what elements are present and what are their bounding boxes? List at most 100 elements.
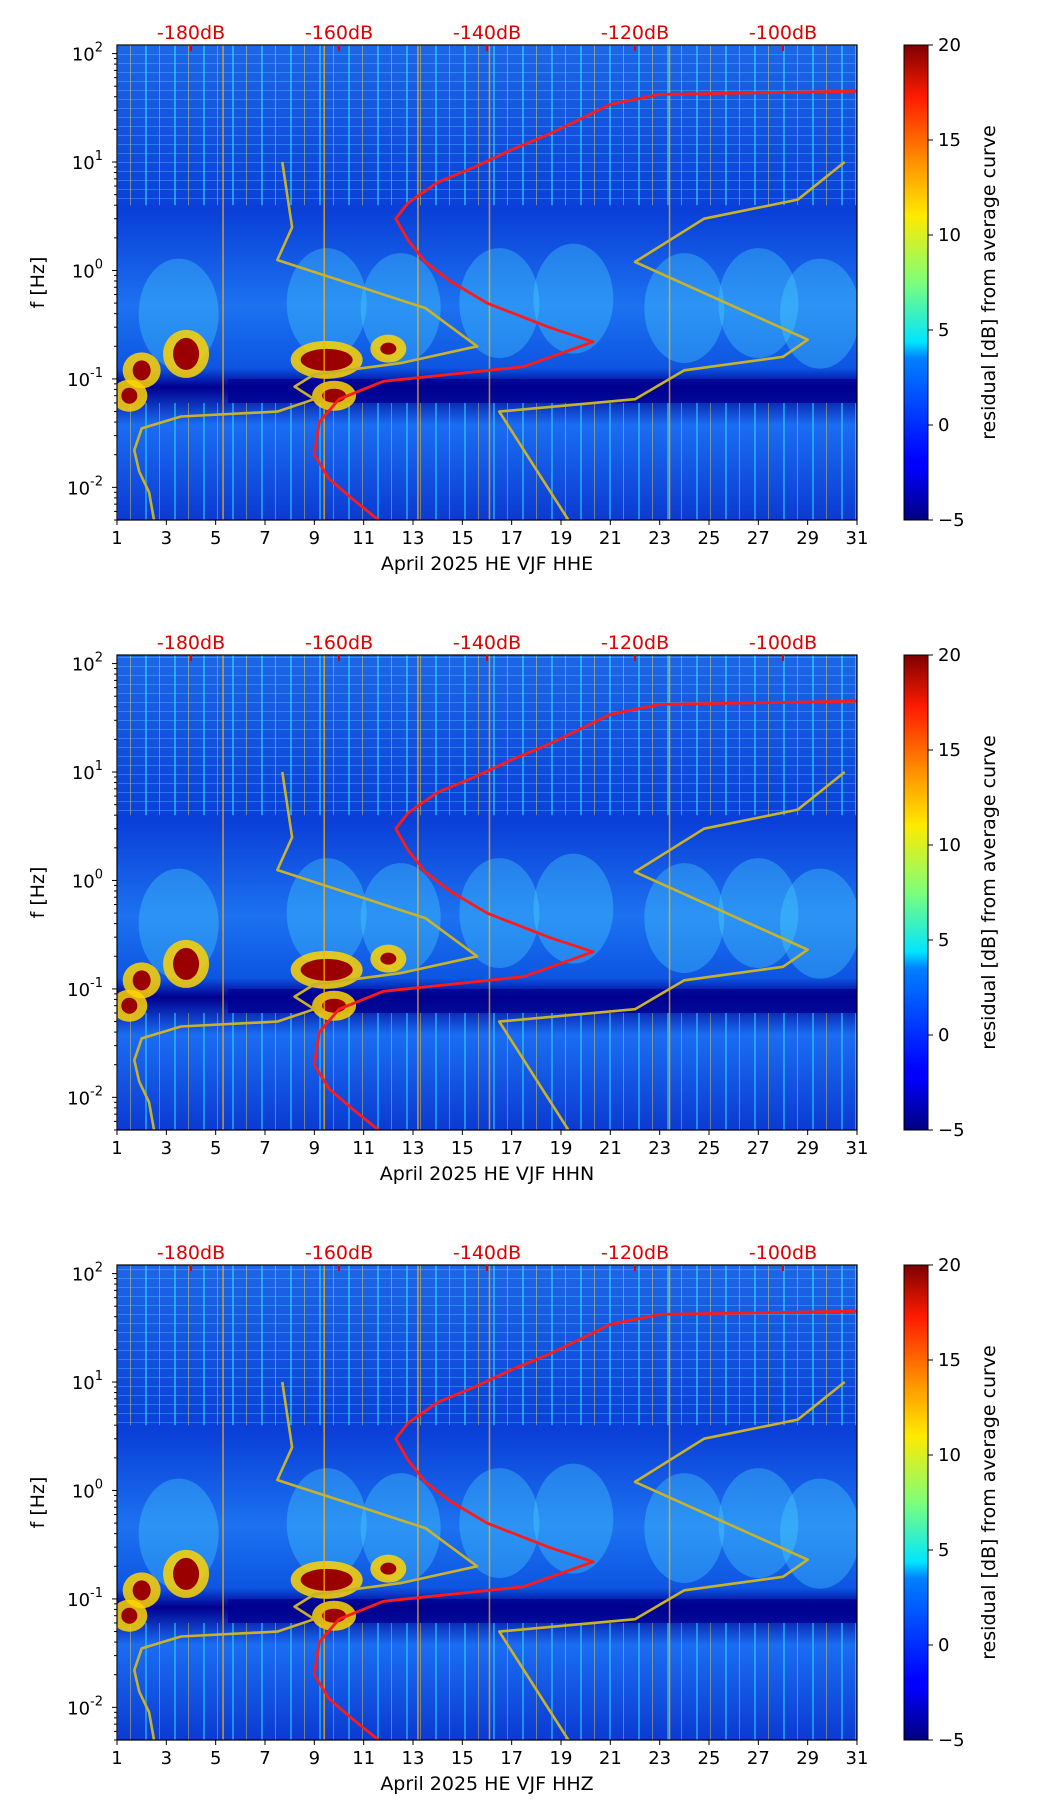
top-axis-tick-label: -160dB [305, 1242, 373, 1264]
x-tick-label: 1 [111, 1748, 122, 1769]
top-axis-tick-label: -160dB [305, 22, 373, 44]
x-tick-label: 15 [451, 528, 474, 549]
heatmap-hotspot [173, 1557, 200, 1590]
x-tick-label: 17 [500, 1138, 523, 1159]
x-tick-label: 19 [550, 528, 573, 549]
x-tick-label: 11 [352, 528, 375, 549]
heatmap-plume [459, 858, 540, 969]
noise-model-curve [497, 1380, 846, 1740]
colorbar-tick-label: 10 [938, 1445, 961, 1466]
colorbar [903, 44, 929, 521]
x-tick-label: 3 [161, 1138, 172, 1159]
y-tick-exponent: 0 [95, 867, 103, 882]
colorbar-tick-label: 10 [938, 225, 961, 246]
colorbar-tick-label: 0 [938, 1635, 949, 1656]
colorbar-tick-label: 15 [938, 1350, 961, 1371]
heatmap-hotspot [380, 1562, 397, 1575]
x-tick-label: 31 [846, 528, 869, 549]
heatmap-plume [533, 1463, 614, 1574]
x-tick-label: 13 [402, 1138, 425, 1159]
heatmap-hotspot [132, 970, 151, 991]
x-tick-label: 25 [698, 528, 721, 549]
y-tick-label: 10-2 [67, 1694, 103, 1719]
average-psd-curve [312, 89, 857, 520]
x-tick-label: 15 [451, 1138, 474, 1159]
y-axis-label: f [Hz] [27, 1477, 49, 1529]
y-tick-label: 10-1 [67, 366, 103, 391]
x-tick-label: 1 [111, 1138, 122, 1159]
x-tick-label: 5 [210, 1138, 221, 1159]
y-tick-label: 102 [72, 41, 103, 66]
heatmap-plume [718, 1468, 799, 1579]
top-axis-tick-label: -140dB [453, 1242, 521, 1264]
x-tick-label: 27 [747, 528, 770, 549]
x-axis-label: April 2025 HE VJF HHN [380, 1163, 595, 1185]
x-tick-label: 7 [259, 1748, 270, 1769]
heatmap-hotspot [121, 997, 138, 1014]
y-tick-exponent: -1 [90, 1586, 103, 1601]
heatmap-hotspot [300, 348, 353, 371]
x-tick-label: 23 [648, 528, 671, 549]
heatmap-texture-lines [117, 1265, 857, 1426]
x-tick-label: 3 [161, 528, 172, 549]
colorbar-tick-label: 0 [938, 1025, 949, 1046]
x-tick-label: 7 [259, 1138, 270, 1159]
top-axis-tick-label: -100dB [749, 632, 817, 654]
top-axis-tick-label: -180dB [157, 1242, 225, 1264]
y-tick-exponent: 2 [95, 651, 103, 666]
heatmap-hotspot [132, 1580, 151, 1601]
x-tick-label: 17 [500, 1748, 523, 1769]
x-tick-label: 13 [402, 1748, 425, 1769]
x-tick-label: 11 [352, 1748, 375, 1769]
x-tick-label: 3 [161, 1748, 172, 1769]
spectrogram-panel: 1 3 5 7 9 11 13 15 17 19 21 23 25 27 29 3110-210-110010… [27, 22, 1000, 575]
y-tick-exponent: -2 [90, 1694, 103, 1709]
colorbar-tick-label: −5 [938, 1120, 965, 1141]
x-tick-label: 9 [309, 1138, 320, 1159]
heatmap-plume [459, 1468, 540, 1579]
x-tick-label: 23 [648, 1748, 671, 1769]
colorbar [903, 654, 929, 1131]
spectrogram-heatmap [117, 655, 857, 1130]
y-tick-label: 100 [72, 257, 103, 282]
top-axis-tick-label: -120dB [601, 22, 669, 44]
heatmap-plume [286, 1468, 367, 1579]
top-axis-tick-label: -100dB [749, 1242, 817, 1264]
y-tick-label: 100 [72, 867, 103, 892]
x-tick-label: 15 [451, 1748, 474, 1769]
heatmap-hotspot [132, 360, 151, 381]
y-tick-exponent: -2 [90, 474, 103, 489]
x-tick-label: 19 [550, 1138, 573, 1159]
y-tick-label: 10-1 [67, 976, 103, 1001]
heatmap-plume [360, 1473, 441, 1584]
x-tick-label: 25 [698, 1748, 721, 1769]
heatmap-hotspot [380, 342, 397, 355]
colorbar-tick-label: 5 [938, 1540, 949, 1561]
heatmap-texture-low [117, 1622, 857, 1740]
heatmap-hotspot [173, 947, 200, 980]
x-tick-label: 21 [599, 1748, 622, 1769]
x-tick-label: 7 [259, 528, 270, 549]
y-tick-label: 102 [72, 1261, 103, 1286]
x-tick-label: 21 [599, 528, 622, 549]
y-tick-exponent: 0 [95, 257, 103, 272]
y-tick-exponent: 2 [95, 41, 103, 56]
y-tick-label: 101 [72, 759, 103, 784]
noise-model-curve [133, 1381, 479, 1740]
colorbar-tick-label: 0 [938, 415, 949, 436]
x-tick-label: 29 [796, 528, 819, 549]
y-tick-exponent: 1 [95, 1369, 103, 1384]
y-tick-exponent: -1 [90, 976, 103, 991]
heatmap-texture-low [117, 402, 857, 520]
colorbar-tick-label: 20 [938, 1255, 961, 1276]
y-tick-exponent: -2 [90, 1084, 103, 1099]
heatmap-hotspot [322, 998, 347, 1013]
x-tick-label: 5 [210, 1748, 221, 1769]
colorbar-tick-label: 15 [938, 740, 961, 761]
colorbar-label: residual [dB] from average curve [978, 125, 1000, 440]
x-tick-label: 1 [111, 528, 122, 549]
heatmap-plume [533, 243, 614, 354]
heatmap-plume [718, 858, 799, 969]
x-tick-label: 11 [352, 1138, 375, 1159]
y-tick-exponent: -1 [90, 366, 103, 381]
